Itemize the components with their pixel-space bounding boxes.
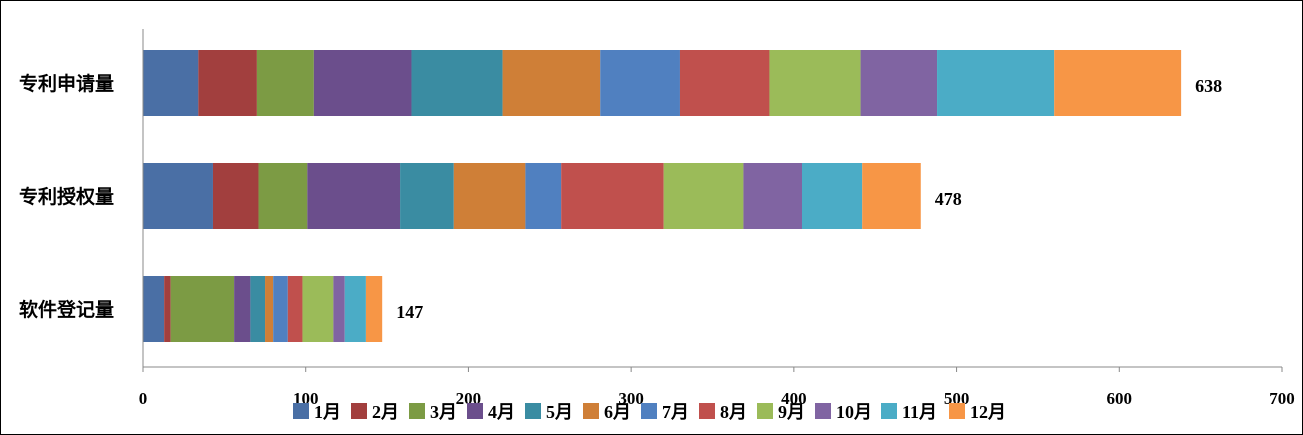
bar-segment [164,276,171,342]
legend-swatch [293,403,309,419]
bar-segment [333,276,345,342]
bar-segment [801,163,863,229]
legend: 1月 2月 3月 4月 5月 6月 7月 8月 9月 10月 11月 12月 [293,402,1006,422]
bar-segment [307,163,401,229]
bar-segment [862,163,921,229]
legend-swatch [409,403,425,419]
bar-segment [273,276,288,342]
total-data-label: 147 [396,302,423,322]
bar-segment [663,163,744,229]
legend-label: 3月 [430,402,457,422]
total-data-label: 638 [1195,76,1222,96]
bar-segment [769,50,861,116]
legend-label: 5月 [546,402,573,422]
bar-segment [287,276,303,342]
bar-segment [743,163,802,229]
legend-swatch [351,403,367,419]
bar-segment [198,50,257,116]
bar-segment [400,163,454,229]
bar-segment [212,163,259,229]
legend-label: 4月 [488,402,515,422]
bar-segment [258,163,308,229]
bar-segment [313,50,412,116]
bar-segment [344,276,366,342]
bar-segment [453,163,526,229]
legend-label: 12月 [970,402,1006,422]
bar-segment [170,276,235,342]
x-tick-label: 700 [1269,389,1295,408]
total-data-label: 478 [935,189,962,209]
bar-segment [234,276,251,342]
legend-label: 1月 [314,402,341,422]
legend-label: 8月 [720,402,747,422]
bars-layer [143,50,1182,342]
x-tick-label: 0 [139,389,148,408]
category-label: 专利授权量 [19,185,114,208]
category-label: 软件登记量 [19,298,114,321]
bar-segment [143,276,165,342]
legend-label: 2月 [372,402,399,422]
legend-swatch [757,403,773,419]
legend-label: 9月 [778,402,805,422]
axes-layer [142,29,1283,372]
bar-segment [525,163,562,229]
bar-segment [502,50,601,116]
bar-segment [302,276,334,342]
x-tick-label: 600 [1107,389,1133,408]
bar-segment [143,50,199,116]
category-label: 专利申请量 [19,72,114,95]
bar-segment [143,163,213,229]
bar-segment [561,163,664,229]
bar-segment [250,276,266,342]
legend-swatch [699,403,715,419]
legend-swatch [467,403,483,419]
x-tick-label: 400 [781,389,807,408]
legend-swatch [949,403,965,419]
legend-label: 10月 [836,402,872,422]
bar-segment [1054,50,1182,116]
bar-segment [600,50,680,116]
bar-segment [679,50,770,116]
legend-swatch [583,403,599,419]
legend-swatch [881,403,897,419]
legend-swatch [815,403,831,419]
legend-label: 7月 [662,402,689,422]
bar-segment [265,276,274,342]
legend-swatch [525,403,541,419]
legend-label: 11月 [902,402,937,422]
bar-segment [256,50,314,116]
legend-label: 6月 [604,402,631,422]
bar-segment [860,50,938,116]
x-tick-label: 300 [618,389,644,408]
bar-segment [937,50,1055,116]
bar-segment [365,276,383,342]
legend-swatch [641,403,657,419]
bar-segment [411,50,503,116]
